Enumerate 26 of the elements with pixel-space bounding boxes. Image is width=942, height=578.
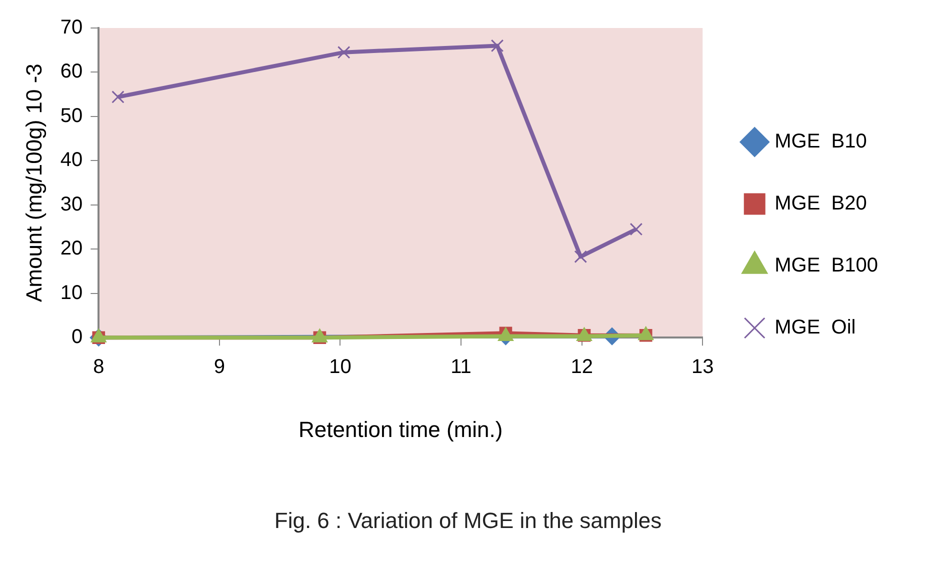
point	[630, 222, 643, 236]
legend-label: MGE B100	[774, 254, 878, 277]
x-tick-label: 9	[214, 356, 226, 378]
y-tick-label: 70	[60, 16, 83, 39]
x-tick-label: 13	[691, 356, 714, 378]
y-tick-label: 20	[60, 238, 83, 260]
x-tick-label: 8	[93, 356, 104, 378]
y-axis-title: Amount (mg/100g) 10 -3	[21, 64, 46, 302]
y-tick-label: 30	[60, 193, 83, 216]
point	[574, 250, 588, 264]
y-tick-label: 40	[60, 149, 83, 172]
x-tick-label: 12	[570, 356, 593, 378]
legend-label: MGE Oil	[774, 316, 856, 339]
y-tick-label: 50	[60, 104, 83, 127]
point	[337, 46, 350, 59]
point	[112, 90, 124, 104]
y-tick-label: 0	[72, 326, 83, 348]
legend-label: MGE B20	[774, 192, 867, 215]
caption: Fig. 6 : Variation of MGE in the samples	[273, 508, 663, 534]
point	[490, 39, 504, 52]
x-axis-title: Retention time (min.)	[298, 416, 503, 442]
legend-label: MGE B10	[774, 130, 867, 153]
x-tick-label: 11	[450, 356, 472, 378]
y-tick-label: 10	[60, 282, 83, 304]
y-tick-label: 60	[60, 60, 83, 83]
x-tick-label: 10	[329, 356, 352, 378]
